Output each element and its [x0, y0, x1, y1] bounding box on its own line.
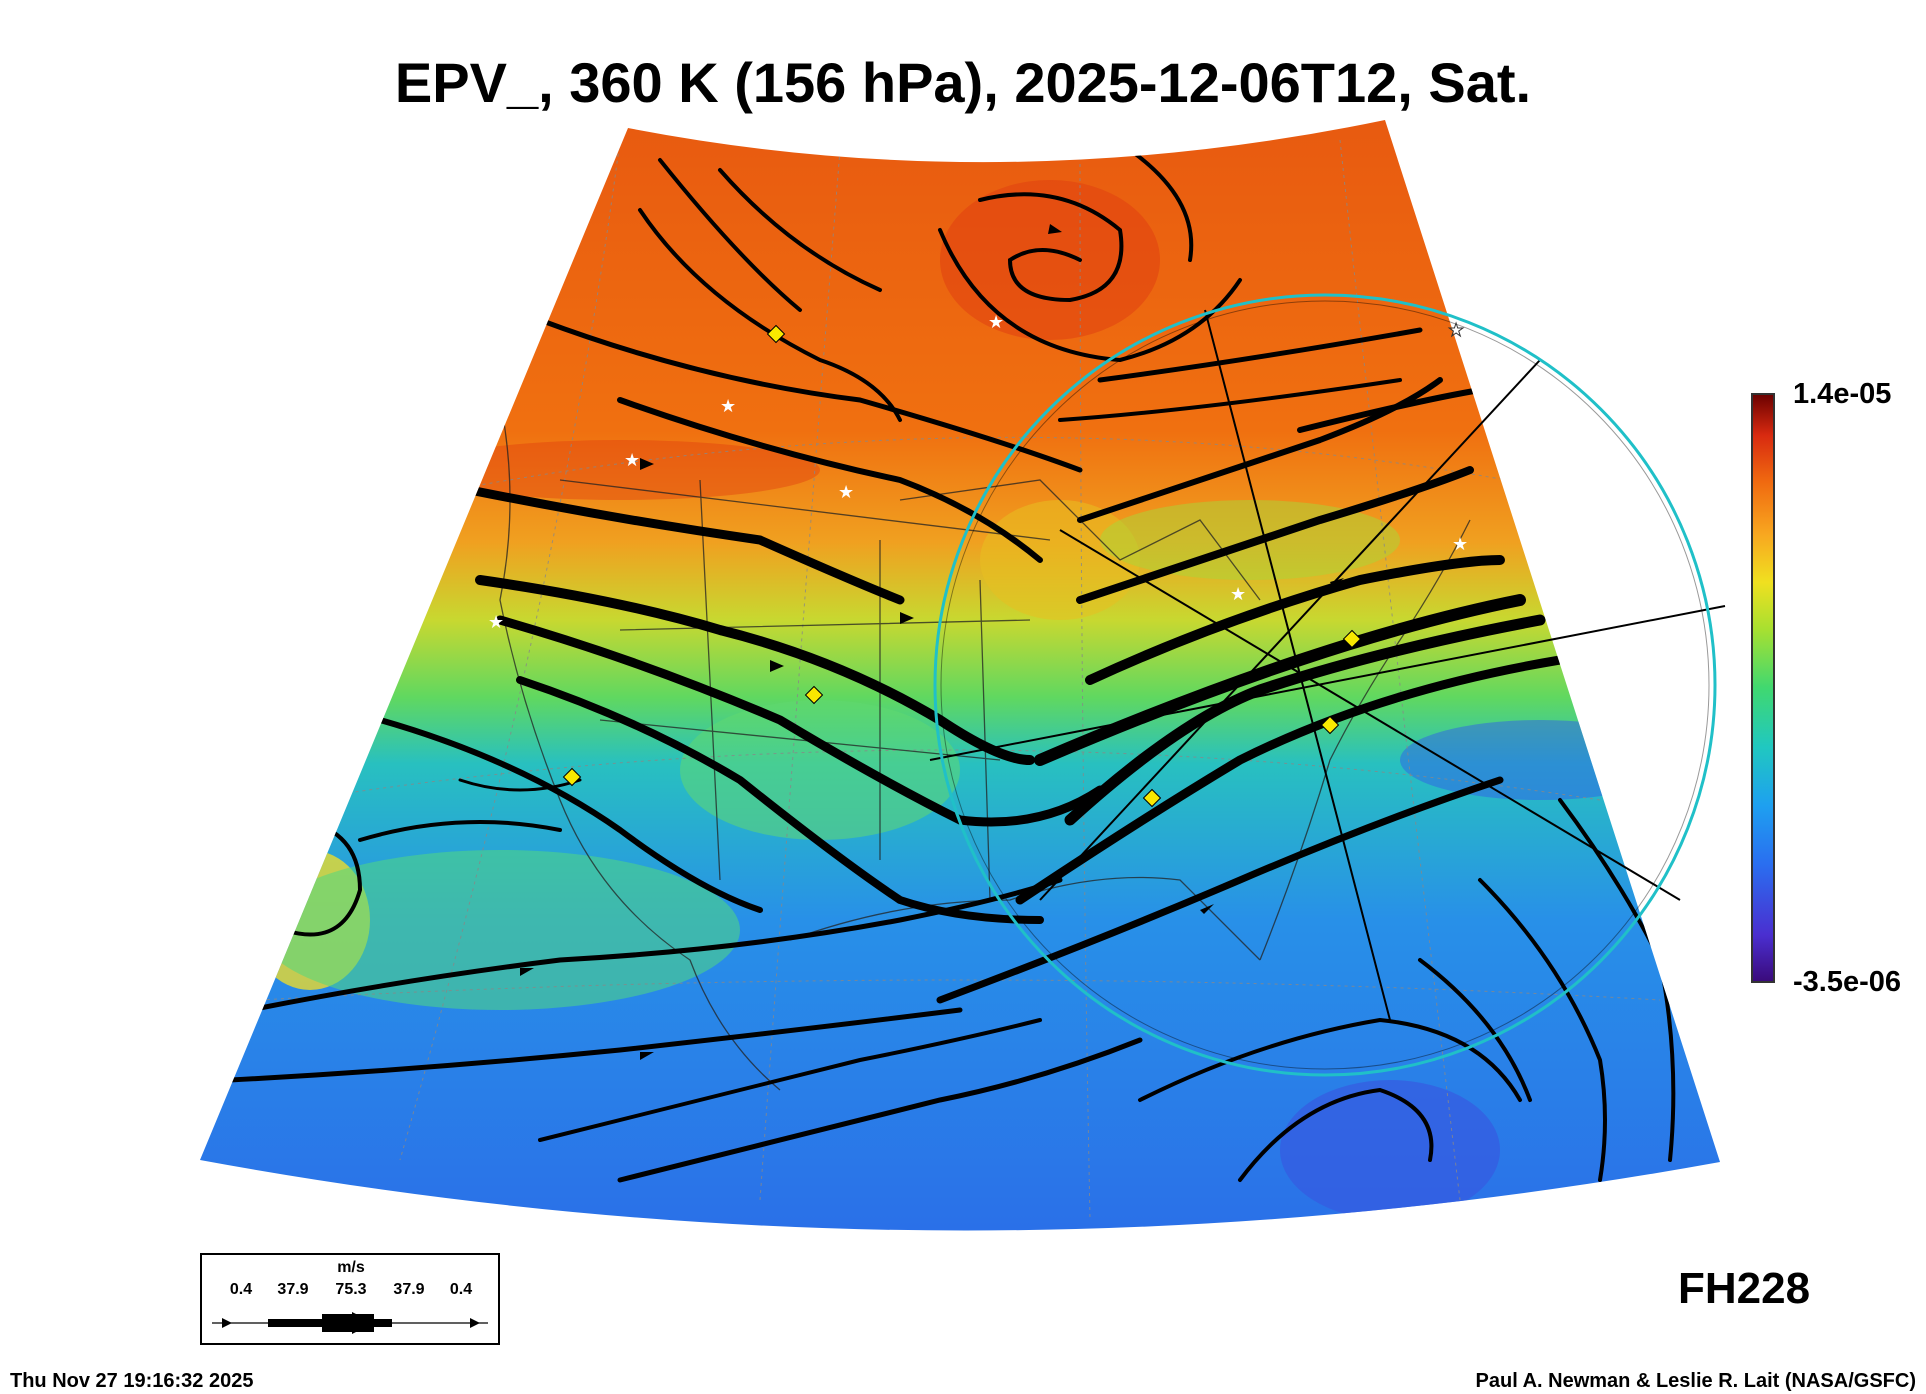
svg-text:★: ★	[624, 450, 640, 471]
svg-text:★: ★	[1452, 534, 1468, 555]
colorbar	[1751, 393, 1775, 983]
svg-text:★: ★	[488, 612, 504, 633]
wind-speed-legend: m/s 0.4 37.9 75.3 37.9 0.4	[200, 1253, 500, 1345]
diamond-marker	[1320, 715, 1340, 735]
diamond-marker	[766, 324, 786, 344]
render-timestamp: Thu Nov 27 19:16:32 2025	[10, 1370, 254, 1392]
wind-legend-value: 75.3	[335, 1281, 367, 1298]
wind-legend-arrow	[212, 1312, 488, 1334]
svg-text:★: ★	[838, 482, 854, 503]
wind-legend-value: 37.9	[277, 1281, 309, 1298]
diamond-marker	[1342, 629, 1362, 649]
svg-text:★: ★	[720, 396, 736, 417]
author-credit: Paul A. Newman & Leslie R. Lait (NASA/GS…	[1475, 1370, 1916, 1392]
wind-legend-value: 0.4	[449, 1281, 473, 1298]
forecast-hour-label: FH228	[1678, 1264, 1811, 1313]
wind-legend-value: 0.4	[229, 1281, 253, 1298]
station-diamonds	[562, 324, 1362, 808]
diamond-marker	[1142, 788, 1162, 808]
station-stars: ★ ★ ★ ★ ★ ★ ★ ★	[488, 312, 1468, 633]
diamond-marker	[562, 767, 582, 787]
map-title: EPV_, 360 K (156 hPa), 2025-12-06T12, Sa…	[394, 51, 1532, 114]
colorbar-max-label: 1.4e-05	[1793, 378, 1892, 410]
svg-text:★: ★	[988, 312, 1004, 333]
svg-text:★: ★	[1230, 584, 1246, 605]
highlight-circle	[933, 293, 1717, 1077]
svg-text:★: ★	[1448, 320, 1464, 341]
diamond-marker	[804, 685, 824, 705]
wind-legend-value: 37.9	[393, 1281, 425, 1298]
wind-legend-unit: m/s	[337, 1259, 365, 1276]
colorbar-min-label: -3.5e-06	[1793, 966, 1902, 998]
